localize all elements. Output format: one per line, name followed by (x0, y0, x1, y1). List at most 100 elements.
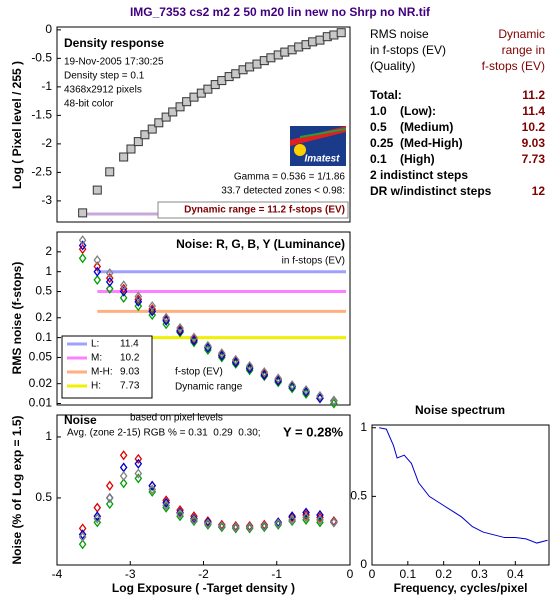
data-point (105, 498, 114, 510)
data-point (161, 112, 171, 122)
data-point (148, 306, 157, 317)
data-point (134, 473, 143, 484)
annotation: 33.7 detected zones < 0.98: (221, 186, 345, 197)
imatest-logo: Imatest (290, 126, 346, 166)
annotation: Density step = 0.1 (64, 71, 145, 82)
data-point (147, 124, 157, 134)
data-point (288, 516, 296, 527)
data-point (274, 374, 283, 385)
data-point (218, 522, 226, 533)
summary-label: 0.25 (Med-High) (370, 136, 463, 150)
data-point (316, 390, 324, 402)
data-point (190, 333, 198, 345)
data-point (176, 508, 184, 519)
data-point (93, 254, 102, 266)
data-point (92, 185, 102, 195)
data-point (154, 118, 164, 128)
data-point (93, 266, 102, 277)
data-point (288, 514, 296, 525)
data-point (336, 28, 346, 38)
x-tick-label: -1 (271, 567, 282, 581)
y-tick-label: 1 (45, 429, 52, 443)
annotation: 48-bit color (64, 99, 114, 110)
data-point (162, 497, 170, 508)
data-point (274, 518, 283, 529)
data-point (252, 59, 262, 69)
legend-label: H: (91, 381, 101, 392)
annotation: Gamma = 0.536 = 1/1.86 (234, 172, 346, 183)
summary-value: 7.73 (522, 152, 546, 166)
data-point (176, 322, 184, 334)
data-point (245, 520, 254, 532)
chart-title: Density response (64, 36, 164, 50)
data-point (119, 470, 128, 482)
data-point (288, 512, 296, 523)
logo-sun (294, 144, 306, 156)
legend-value: 10.2 (120, 353, 140, 364)
data-point (162, 314, 170, 325)
data-point (140, 130, 150, 140)
annotation: f-stop (EV) (175, 367, 223, 378)
y-tick-label: 0 (45, 22, 52, 36)
y-tick-label: 0 (360, 557, 367, 571)
data-point (162, 312, 170, 323)
data-point (330, 517, 338, 528)
data-point (316, 514, 324, 525)
data-point (315, 35, 325, 45)
data-point (330, 395, 338, 406)
data-point (260, 519, 269, 530)
data-point (78, 539, 87, 550)
annotation: Dynamic range = 11.2 f-stops (EV) (184, 205, 345, 216)
summary-label: 0.5 (Medium) (370, 120, 453, 134)
data-point (148, 484, 157, 495)
data-point (134, 291, 143, 302)
summary-label: 2 indistinct steps (370, 168, 468, 182)
y-tick-label: -1.5 (31, 108, 52, 122)
data-point (105, 283, 114, 294)
data-point (105, 272, 114, 284)
data-point (168, 107, 178, 117)
annotation: Avg. (zone 2-15) RGB % = 0.31 0.29 0.30; (67, 428, 261, 439)
y-tick-label: 0.1 (35, 330, 52, 344)
data-point (302, 507, 310, 518)
data-point (134, 296, 143, 307)
data-point (119, 152, 129, 162)
summary-label: 1.0 (Low): (370, 104, 436, 118)
logo-stripe (300, 128, 346, 138)
x-tick-label: -2 (198, 567, 209, 581)
data-point (78, 240, 87, 251)
data-point (190, 511, 198, 522)
chart-title: Noise (64, 413, 97, 427)
data-point (231, 69, 241, 79)
x-tick-label: -4 (52, 567, 63, 581)
data-point (176, 505, 184, 516)
data-point (105, 492, 114, 504)
summary-label: 0.1 (High) (370, 152, 435, 166)
y-tick-label: 1 (45, 264, 52, 278)
y-tick-label: 0.01 (29, 396, 53, 410)
summary-value: 10.2 (522, 120, 546, 134)
data-point (274, 517, 283, 528)
y-tick-label: 2 (45, 244, 52, 258)
plot-frame (56, 414, 351, 566)
data-point (134, 453, 143, 464)
data-point (231, 356, 240, 367)
data-point (294, 42, 304, 52)
summary-header: Dynamic (498, 27, 545, 41)
data-point (148, 480, 157, 491)
data-point (231, 522, 240, 533)
annotation: 19-Nov-2005 17:30:25 (64, 57, 164, 68)
y-tick-label: -0.5 (31, 51, 52, 65)
data-point (176, 327, 184, 338)
x-tick-label: 0 (369, 567, 376, 581)
data-point (78, 253, 87, 264)
data-point (119, 478, 128, 489)
data-point (176, 507, 184, 518)
data-point (218, 520, 226, 532)
data-point (134, 468, 143, 479)
data-point (288, 381, 296, 392)
data-point (288, 511, 296, 522)
data-point (190, 514, 198, 525)
data-point (245, 360, 254, 372)
